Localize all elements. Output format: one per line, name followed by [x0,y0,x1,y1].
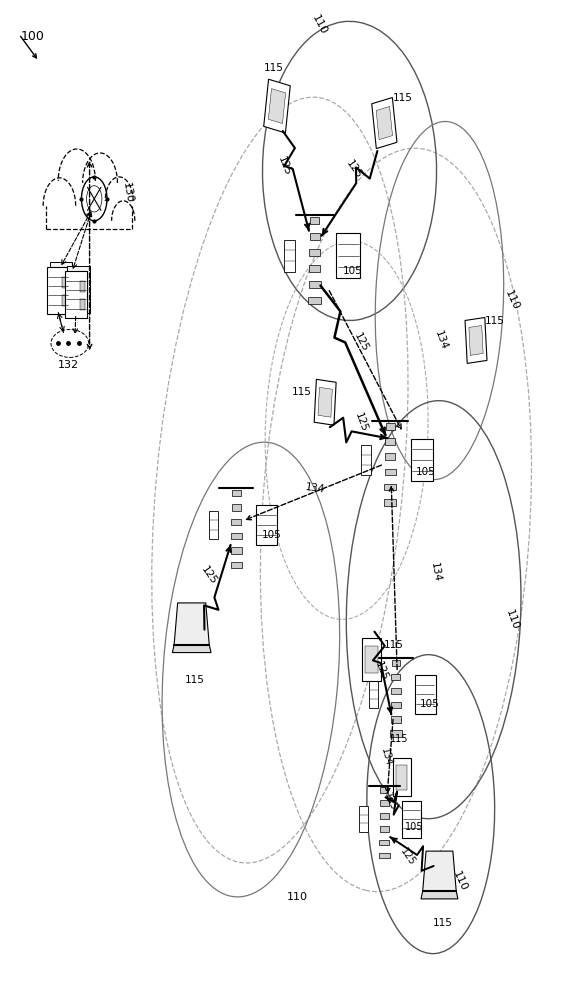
Bar [379,853,389,858]
Bar [391,688,401,694]
Text: 132: 132 [58,360,79,370]
Bar [80,299,85,310]
Text: 105: 105 [405,822,424,832]
Bar [285,240,294,272]
Bar [232,490,241,496]
Bar [65,271,87,318]
Bar [391,702,401,708]
Text: 110: 110 [310,14,329,37]
Text: 115: 115 [389,734,408,744]
Text: 105: 105 [343,266,362,276]
Text: 125: 125 [276,155,292,177]
Bar [62,295,68,306]
Bar [384,484,396,490]
Bar [50,262,72,309]
Bar [381,787,388,793]
Bar [380,826,389,832]
Text: 105: 105 [261,530,281,540]
Text: 115: 115 [185,675,205,685]
Bar [359,806,368,832]
Bar [310,217,319,224]
Text: 105: 105 [420,699,440,709]
Bar [231,547,242,554]
Polygon shape [174,603,209,645]
Text: 115: 115 [433,918,452,928]
Polygon shape [314,379,336,425]
Text: 125: 125 [398,847,417,868]
Bar [369,680,378,708]
Text: 125: 125 [199,565,219,587]
Text: 115: 115 [484,316,504,326]
Text: 125: 125 [345,158,364,180]
Text: 125: 125 [382,791,398,812]
Bar [391,674,401,680]
Bar [308,297,321,304]
Bar [385,438,395,445]
Bar [231,519,241,525]
Polygon shape [423,851,456,891]
Bar [310,233,320,240]
Bar [231,562,242,568]
Polygon shape [268,89,286,124]
Polygon shape [372,98,397,149]
Bar [415,675,436,714]
Bar [380,813,389,819]
Bar [231,533,241,539]
Text: 110: 110 [287,892,308,902]
Polygon shape [362,638,381,681]
Bar [209,511,218,539]
Bar [310,249,320,256]
Text: 115: 115 [292,387,312,397]
Text: 125: 125 [353,411,369,433]
Text: 134: 134 [304,482,325,494]
Bar [308,281,321,288]
Bar [380,800,388,806]
Bar [392,660,400,666]
Bar [232,504,241,511]
Text: 134: 134 [429,561,442,582]
Bar [336,233,360,278]
Bar [391,730,402,737]
Text: 100: 100 [20,30,44,43]
Polygon shape [421,891,458,899]
Polygon shape [173,645,211,653]
Text: 110: 110 [504,608,520,631]
Text: 130: 130 [121,182,135,204]
Text: 134: 134 [433,329,449,351]
Polygon shape [396,765,408,790]
Polygon shape [366,646,378,673]
Bar [385,469,396,475]
Text: 115: 115 [384,640,403,650]
Polygon shape [318,387,332,417]
Bar [385,453,395,460]
Polygon shape [264,79,290,133]
Bar [62,277,68,288]
Text: 115: 115 [393,93,413,103]
Text: 110: 110 [451,869,469,893]
Text: 125: 125 [373,660,390,683]
Bar [256,505,277,545]
Bar [411,439,433,481]
Text: 115: 115 [264,63,284,73]
Text: 125: 125 [352,331,370,354]
Polygon shape [393,758,410,796]
Bar [391,716,401,723]
Bar [47,267,69,314]
Polygon shape [376,106,392,140]
Bar [361,445,371,475]
Text: 110: 110 [503,289,521,312]
Bar [80,281,85,292]
Bar [309,265,321,272]
Polygon shape [465,318,487,363]
Bar [384,499,396,506]
Bar [68,266,90,313]
Bar [380,840,389,845]
Text: 134: 134 [380,747,394,767]
Polygon shape [469,326,483,355]
Bar [385,423,395,430]
Bar [402,801,421,838]
Text: 105: 105 [416,467,436,477]
